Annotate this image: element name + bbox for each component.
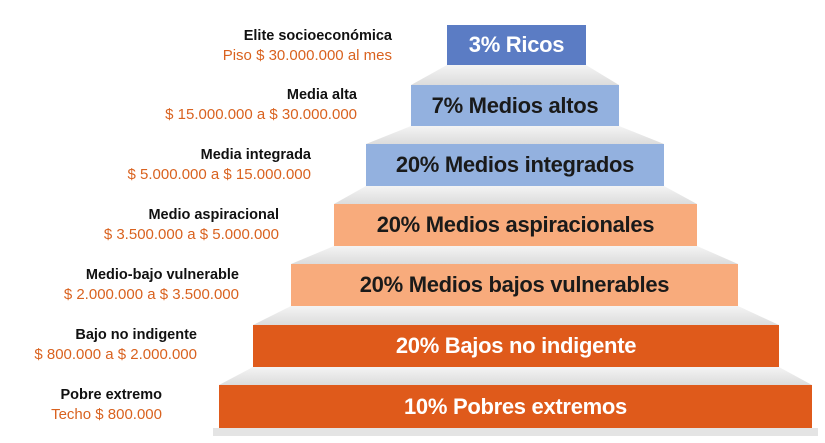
pyramid-step [366,126,664,144]
tier-range: $ 15.000.000 a $ 30.000.000 [165,106,357,123]
tier-label-pobre-extremo: Pobre extremo Techo $ 800.000 [51,386,162,424]
pyramid-step [334,186,697,204]
tier-label-medio-bajo-vulnerable: Medio-bajo vulnerable $ 2.000.000 a $ 3.… [64,266,239,304]
tier-label-bajo-no-indigente: Bajo no indigente $ 800.000 a $ 2.000.00… [34,326,197,364]
pyramid-step [219,367,812,385]
pyramid-step [411,65,619,85]
tier-label-media-integrada: Media integrada $ 5.000.000 a $ 15.000.0… [127,146,311,184]
pyramid-step [253,306,779,325]
tier-label-media-alta: Media alta $ 15.000.000 a $ 30.000.000 [165,86,357,124]
tier-name: Medio-bajo vulnerable [85,267,239,283]
tier-name: Pobre extremo [60,387,162,403]
tier-range: Piso $ 30.000.000 al mes [222,47,392,64]
tier-bar-bajos-no-indigente: 20% Bajos no indigente [253,325,779,367]
tier-range: $ 800.000 a $ 2.000.000 [34,346,197,363]
tier-name: Medio aspiracional [148,207,279,223]
tier-range: $ 3.500.000 a $ 5.000.000 [103,226,279,243]
tier-bar-medios-altos: 7% Medios altos [411,85,619,126]
tier-range: Techo $ 800.000 [51,406,162,423]
tier-range: $ 5.000.000 a $ 15.000.000 [127,166,311,183]
tier-bar-ricos: 3% Ricos [447,25,586,65]
tier-label-medio-aspiracional: Medio aspiracional $ 3.500.000 a $ 5.000… [104,206,279,244]
tier-bar-pobres-extremos: 10% Pobres extremos [219,385,812,428]
tier-range: $ 2.000.000 a $ 3.500.000 [63,286,239,303]
tier-bar-medios-bajos-vulnerables: 20% Medios bajos vulnerables [291,264,738,306]
pyramid-base [213,428,818,436]
tier-bar-medios-aspiracionales: 20% Medios aspiracionales [334,204,697,246]
tier-label-elite: Elite socioeconómica Piso $ 30.000.000 a… [223,27,392,65]
tier-bar-medios-integrados: 20% Medios integrados [366,144,664,186]
pyramid-step [291,246,738,264]
tier-name: Elite socioeconómica [243,28,392,44]
tier-name: Bajo no indigente [75,327,197,343]
tier-name: Media integrada [200,147,311,163]
tier-name: Media alta [286,87,357,103]
